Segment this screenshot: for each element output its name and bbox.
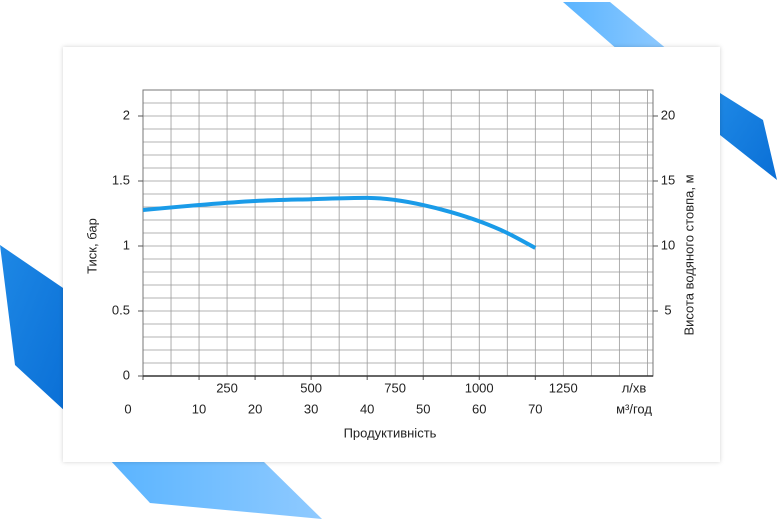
y-tick-label: 0.5 [112,302,130,317]
pump-curve [142,195,537,250]
y-axis-label: Тиск, бар [84,218,99,274]
y2-tick-label: 10 [661,237,675,252]
x2-tick-label: 1250 [549,380,578,395]
y-tick-label: 1 [123,237,130,252]
card [63,47,720,462]
y-tick-label: 0 [123,367,130,382]
x-tick-label: 0 [124,401,131,416]
x-axis-label: Продуктивність [344,425,437,440]
x-tick-label: 40 [360,401,374,416]
x2-tick-label: 750 [384,380,406,395]
x-tick-label: 60 [472,401,486,416]
x-tick-label: 20 [248,401,262,416]
y2-tick-label: 20 [661,107,675,122]
y2-tick-label: 15 [661,172,675,187]
y2-tick-label: 5 [664,302,671,317]
y2-axis-label: Висота водяного стовпа, м [681,174,696,335]
x-tick-label: 10 [192,401,206,416]
x2-unit: л/хв [622,380,647,395]
x2-tick-label: 1000 [465,380,494,395]
x-unit: м³/год [616,401,652,416]
x-tick-label: 30 [304,401,318,416]
plot: 0 0.5 1 1.5 2 5 10 15 20 0 10 20 30 40 50 60 70 250 500 750… [112,89,675,416]
y-tick-label: 2 [123,107,130,122]
y-tick-label: 1.5 [112,172,130,187]
x-tick-label: 70 [528,401,542,416]
x-tick-label: 50 [416,401,430,416]
x2-tick-label: 250 [216,380,238,395]
x2-tick-label: 500 [300,380,322,395]
